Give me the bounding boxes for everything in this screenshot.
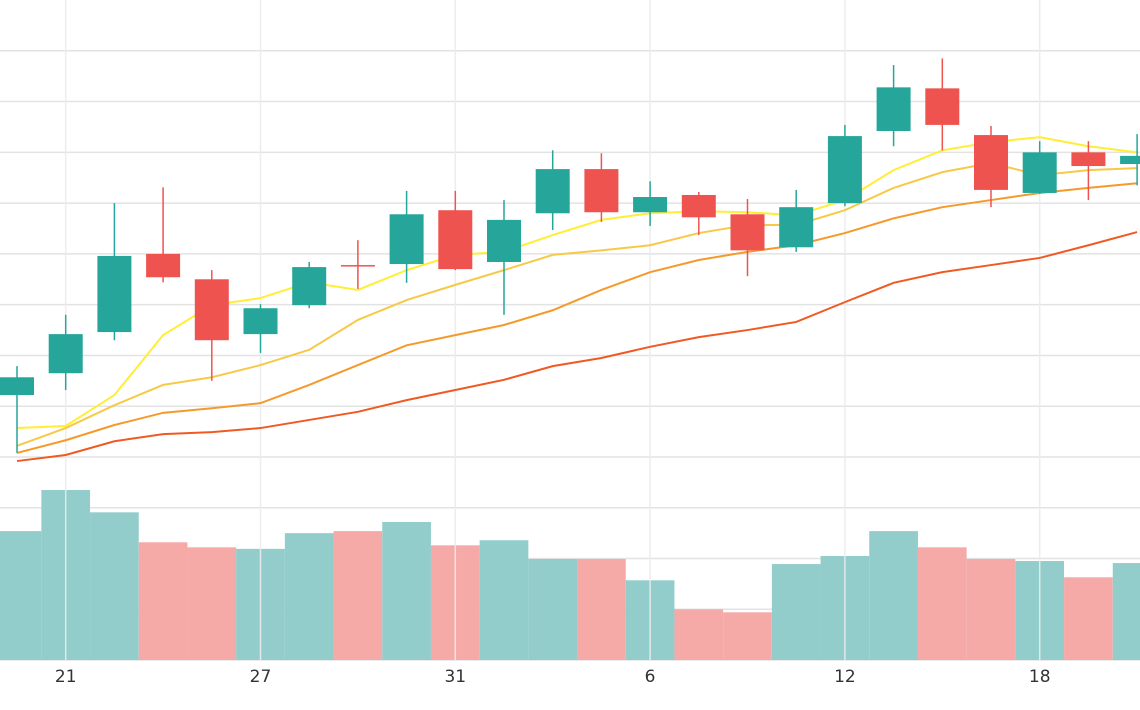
volume-bar bbox=[869, 531, 918, 660]
x-tick-label: 12 bbox=[834, 667, 856, 687]
candle-body bbox=[487, 219, 521, 263]
candle-body bbox=[48, 334, 83, 374]
moving-averages bbox=[16, 136, 1138, 463]
x-tick-label: 31 bbox=[444, 667, 466, 687]
volume-bar bbox=[723, 612, 772, 660]
moving-average-line bbox=[16, 136, 1138, 430]
volume-bar bbox=[966, 559, 1016, 660]
candle-body bbox=[827, 136, 862, 204]
candle-body bbox=[146, 253, 181, 278]
volume-bar bbox=[382, 521, 431, 660]
candle-body bbox=[681, 194, 716, 218]
volume-bar bbox=[479, 540, 529, 660]
moving-average-line bbox=[16, 182, 1138, 454]
candle-body bbox=[876, 87, 911, 132]
volume-bar bbox=[577, 559, 626, 660]
candle-body bbox=[1022, 152, 1057, 193]
candle-body bbox=[438, 210, 473, 270]
volume-bar bbox=[138, 542, 188, 660]
moving-average-line bbox=[16, 161, 1138, 447]
x-tick-label: 27 bbox=[250, 667, 272, 687]
candle-body bbox=[340, 265, 375, 267]
candle-body bbox=[1120, 155, 1140, 165]
volume-bar bbox=[187, 547, 237, 660]
volume-panel bbox=[0, 489, 1140, 660]
volume-bar bbox=[1112, 563, 1140, 660]
x-tick-label: 18 bbox=[1029, 667, 1051, 687]
candle-body bbox=[730, 214, 765, 251]
volume-bar bbox=[284, 533, 334, 660]
volume-bar bbox=[917, 547, 967, 660]
volume-bar bbox=[771, 564, 821, 660]
candle-body bbox=[194, 279, 229, 341]
candle-body bbox=[974, 135, 1008, 190]
x-tick-label: 21 bbox=[55, 667, 77, 687]
volume-bar bbox=[90, 512, 139, 660]
candle-body bbox=[389, 214, 424, 265]
candle-body bbox=[0, 377, 34, 396]
volume-bar bbox=[1064, 577, 1113, 660]
candle-body bbox=[97, 255, 132, 333]
candle-body bbox=[584, 169, 619, 213]
volume-bar bbox=[528, 559, 578, 660]
candles bbox=[0, 58, 1140, 453]
candle-body bbox=[292, 267, 327, 306]
candle-body bbox=[243, 308, 278, 335]
moving-average-line bbox=[16, 231, 1138, 463]
candle-body bbox=[1071, 152, 1106, 167]
candle-body bbox=[633, 197, 668, 213]
candle-body bbox=[779, 207, 814, 248]
candle-body bbox=[925, 88, 960, 125]
volume-bar bbox=[333, 531, 383, 660]
volume-bar bbox=[0, 531, 42, 660]
candle-body bbox=[535, 169, 570, 214]
x-tick-label: 6 bbox=[645, 667, 656, 687]
volume-bar bbox=[674, 609, 724, 660]
